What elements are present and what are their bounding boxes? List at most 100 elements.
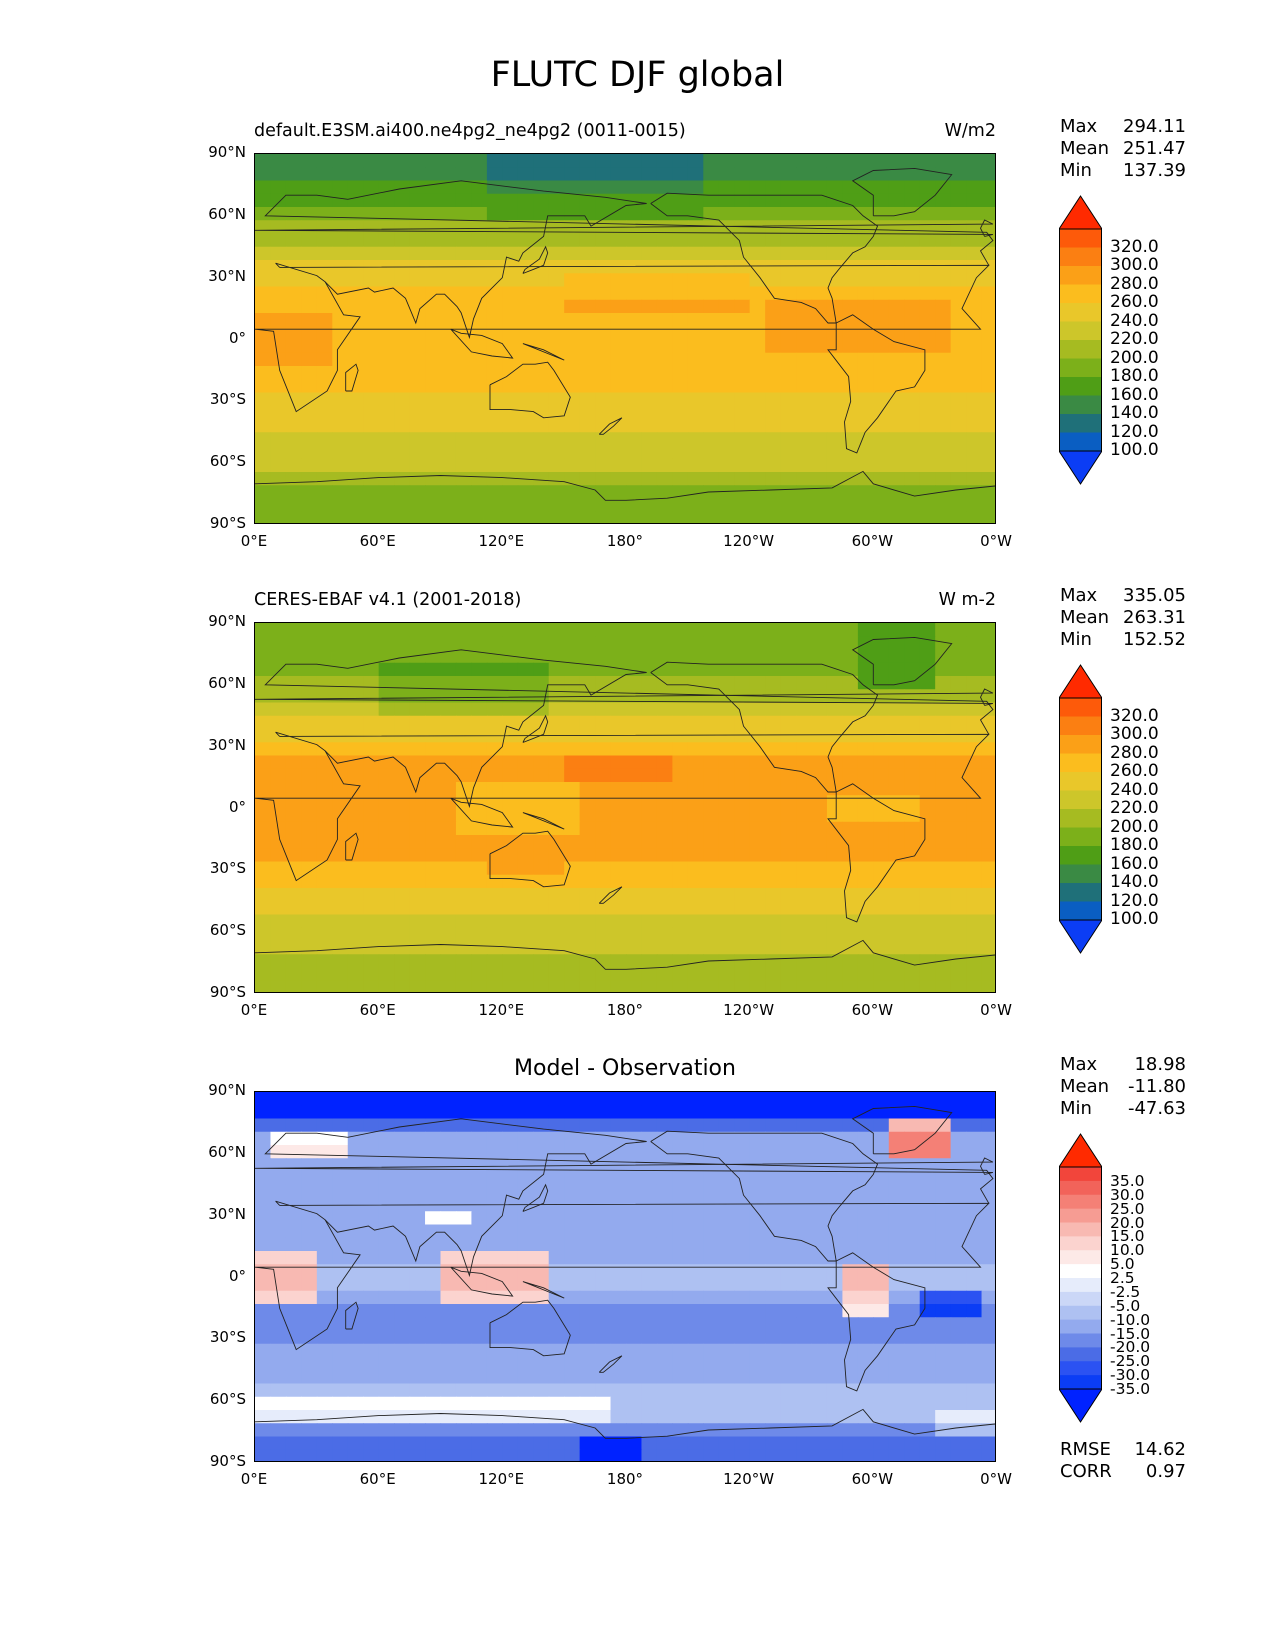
field-cell xyxy=(610,260,627,274)
field-cell xyxy=(765,246,782,261)
field-cell xyxy=(703,1131,720,1146)
field-cell xyxy=(919,246,936,261)
field-cell xyxy=(270,1198,287,1212)
field-cell xyxy=(301,1343,318,1358)
field-cell xyxy=(533,167,550,182)
field-cell xyxy=(780,768,797,783)
field-cell xyxy=(687,888,704,902)
field-cell xyxy=(533,649,550,664)
field-cell xyxy=(919,1449,936,1461)
field-cell xyxy=(425,286,442,301)
field-cell xyxy=(332,1184,349,1199)
field-cell xyxy=(332,1264,349,1279)
field-cell xyxy=(471,207,488,221)
field-cell xyxy=(533,1449,550,1461)
field-cell xyxy=(718,1145,735,1159)
field-cell xyxy=(641,1330,658,1345)
field-cell xyxy=(765,419,782,433)
field-cell xyxy=(734,1118,751,1133)
field-cell xyxy=(656,498,673,513)
field-cell xyxy=(347,1171,364,1186)
field-cell xyxy=(579,352,596,367)
field-cell xyxy=(517,623,534,637)
field-cell xyxy=(378,207,395,221)
field-cell xyxy=(826,967,844,982)
field-cell xyxy=(703,874,720,889)
field-cell xyxy=(687,861,704,876)
field-cell xyxy=(888,662,905,677)
field-cell xyxy=(595,432,612,447)
field-cell xyxy=(873,1158,890,1173)
field-cell xyxy=(749,662,766,677)
field-cell xyxy=(595,167,612,182)
field-cell xyxy=(966,445,983,460)
field-cell xyxy=(734,1237,751,1252)
field-cell xyxy=(502,1145,519,1159)
field-cell xyxy=(394,1105,411,1120)
field-cell xyxy=(873,366,890,380)
field-cell xyxy=(394,485,411,500)
field-cell xyxy=(610,1092,627,1106)
field-cell xyxy=(950,662,967,677)
field-cell xyxy=(734,180,751,195)
field-cell xyxy=(285,286,302,301)
field-cell xyxy=(332,220,349,235)
field-cell xyxy=(579,432,596,447)
field-cell xyxy=(919,1304,936,1318)
field-cell xyxy=(548,445,565,460)
field-cell xyxy=(718,768,735,783)
field-cell xyxy=(440,1343,457,1358)
field-cell xyxy=(610,366,627,380)
field-cell xyxy=(332,967,349,982)
field-cell xyxy=(826,392,844,407)
field-cell xyxy=(378,498,395,513)
field-cell xyxy=(873,392,890,407)
field-cell xyxy=(796,1423,813,1438)
field-cell xyxy=(811,1211,828,1226)
field-cell xyxy=(826,821,844,836)
field-cell xyxy=(517,299,534,314)
field-cell xyxy=(394,954,411,969)
stat-label: Min xyxy=(1060,160,1092,181)
field-cell xyxy=(734,485,751,500)
field-cell xyxy=(270,821,287,836)
field-cell xyxy=(363,967,380,982)
field-cell xyxy=(440,1105,457,1120)
field-cell xyxy=(672,1317,689,1332)
field-cell xyxy=(919,702,936,717)
field-cell xyxy=(950,193,967,208)
field-cell xyxy=(780,445,797,460)
field-cell xyxy=(332,1277,349,1292)
field-cell xyxy=(888,273,905,288)
field-cell xyxy=(888,755,905,770)
field-cell xyxy=(641,1198,658,1212)
field-cell xyxy=(718,193,735,208)
field-cell xyxy=(610,1317,627,1332)
field-cell xyxy=(409,1118,426,1133)
field-cell xyxy=(734,1105,751,1120)
field-cell xyxy=(703,901,720,916)
field-cell xyxy=(811,167,828,182)
field-cell xyxy=(703,742,720,757)
field-cell xyxy=(842,623,859,637)
field-cell xyxy=(842,313,859,327)
field-cell xyxy=(409,366,426,380)
field-cell xyxy=(888,914,905,929)
field-cell xyxy=(919,715,936,730)
field-cell xyxy=(394,782,411,796)
field-cell xyxy=(842,835,859,849)
field-cell xyxy=(919,233,936,248)
field-cell xyxy=(486,432,503,447)
field-cell xyxy=(734,941,751,955)
field-cell xyxy=(316,1118,333,1133)
field-cell xyxy=(471,636,488,651)
field-cell xyxy=(533,1237,550,1252)
field-cell xyxy=(471,1317,488,1332)
field-cell xyxy=(703,458,720,473)
field-cell xyxy=(919,649,936,664)
field-cell xyxy=(502,511,519,523)
field-cell xyxy=(826,458,844,473)
field-cell xyxy=(811,193,828,208)
field-cell xyxy=(610,874,627,889)
coastline xyxy=(650,1130,879,1262)
